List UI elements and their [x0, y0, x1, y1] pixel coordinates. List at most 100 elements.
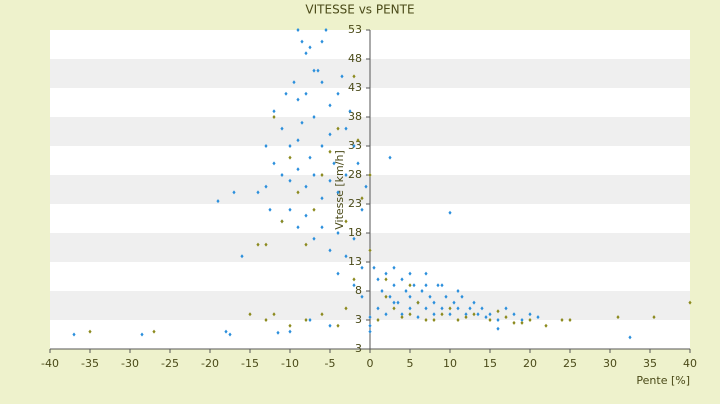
point	[392, 265, 396, 270]
point	[288, 329, 292, 334]
point	[408, 283, 412, 288]
point	[72, 332, 76, 337]
point	[504, 306, 508, 311]
point	[404, 289, 408, 293]
point	[376, 277, 380, 282]
point	[424, 306, 428, 311]
point	[688, 300, 692, 305]
point	[424, 283, 428, 288]
point	[328, 103, 332, 108]
point	[88, 329, 92, 334]
point	[496, 309, 500, 314]
x-tick-label: -15	[241, 357, 259, 370]
point	[296, 28, 300, 32]
point	[312, 207, 316, 212]
point	[520, 318, 524, 322]
y-tick-label: 38	[348, 110, 362, 123]
point	[464, 312, 468, 317]
x-tick-label: 15	[483, 357, 497, 370]
point	[344, 254, 348, 259]
point	[304, 184, 308, 189]
point	[304, 318, 308, 322]
point	[288, 144, 292, 148]
x-tick-label: -25	[161, 357, 179, 370]
point	[256, 242, 260, 247]
point	[272, 312, 276, 317]
point	[468, 306, 472, 311]
point	[320, 196, 324, 201]
point	[280, 126, 284, 131]
point	[336, 323, 340, 328]
point	[544, 323, 548, 328]
point	[376, 306, 380, 311]
point	[432, 300, 436, 305]
point	[512, 320, 516, 325]
point	[344, 173, 348, 177]
point	[484, 315, 488, 320]
point	[360, 196, 364, 201]
y-tick-label: 43	[348, 81, 362, 94]
point	[420, 289, 424, 293]
point	[504, 315, 508, 320]
y-tick-label: 53	[348, 23, 362, 36]
point	[560, 318, 564, 322]
point	[368, 315, 372, 320]
point	[280, 219, 284, 224]
x-tick-label: -35	[81, 357, 99, 370]
y-tick-label: 28	[348, 168, 362, 181]
point	[296, 167, 300, 172]
point	[380, 289, 384, 293]
point	[408, 306, 412, 311]
point	[352, 236, 356, 241]
point	[216, 199, 220, 204]
point	[344, 126, 348, 131]
point	[240, 254, 244, 259]
point	[440, 283, 444, 288]
point	[320, 312, 324, 317]
point	[408, 312, 412, 317]
point	[436, 283, 440, 288]
point	[312, 236, 316, 241]
point	[464, 315, 468, 320]
point	[496, 326, 500, 331]
point	[416, 315, 420, 320]
point	[228, 332, 232, 337]
point	[424, 318, 428, 322]
point	[440, 306, 444, 311]
chart-title: VITESSE vs PENTE	[305, 3, 414, 17]
point	[288, 155, 292, 160]
x-tick-label: 5	[407, 357, 414, 370]
point	[344, 219, 348, 224]
x-axis-title: Pente [%]	[636, 374, 690, 387]
point	[448, 210, 452, 215]
point	[272, 109, 276, 114]
point	[304, 242, 308, 247]
point	[140, 332, 144, 337]
x-tick-label: 40	[683, 357, 697, 370]
point	[272, 161, 276, 166]
point	[616, 315, 620, 320]
point	[296, 190, 300, 195]
point	[328, 149, 332, 154]
point	[388, 294, 392, 299]
point	[344, 306, 348, 311]
point	[628, 335, 632, 340]
point	[496, 318, 500, 322]
point	[456, 318, 460, 322]
x-tick-label: 0	[367, 357, 374, 370]
point	[452, 300, 456, 305]
point	[392, 283, 396, 288]
point	[328, 323, 332, 328]
y-axis-title: Vitesse [km/h]	[333, 150, 346, 230]
point	[292, 80, 296, 85]
point	[400, 315, 404, 320]
point	[384, 312, 388, 317]
x-tick-label: -20	[201, 357, 219, 370]
point	[336, 231, 340, 235]
point	[264, 184, 268, 189]
point	[456, 289, 460, 293]
point	[472, 300, 476, 305]
point	[280, 173, 284, 177]
x-tick-label: -40	[41, 357, 59, 370]
point	[336, 190, 340, 195]
